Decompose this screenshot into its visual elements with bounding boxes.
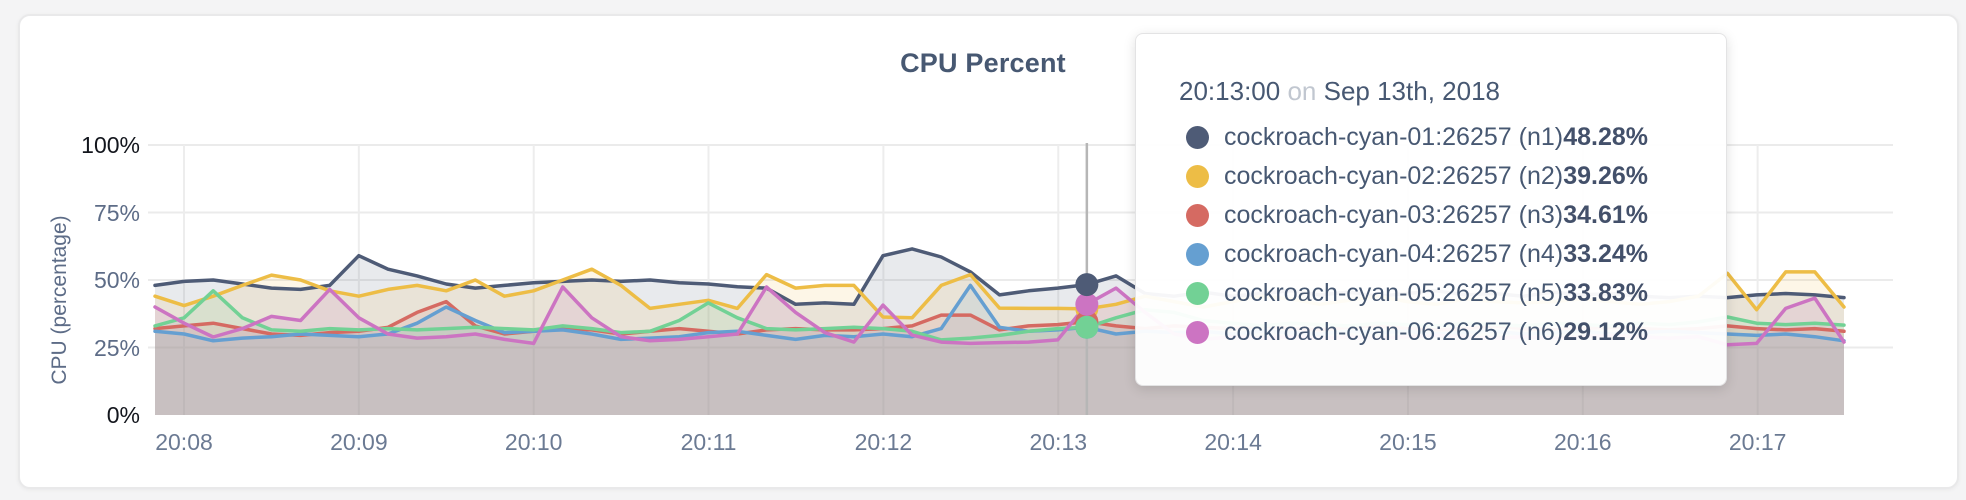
tooltip-series-value: 33.83%: [1563, 279, 1648, 307]
tooltip-series-name: cockroach-cyan-05:26257 (n5): [1224, 279, 1564, 307]
tooltip-series-name: cockroach-cyan-02:26257 (n2): [1224, 162, 1564, 190]
hover-dot-n5: [1075, 315, 1099, 339]
tooltip-series-row: cockroach-cyan-05:26257 (n5) 33.83%: [1179, 274, 1648, 313]
tooltip-series-value: 29.12%: [1563, 318, 1648, 346]
series-color-dot-icon: [1186, 243, 1209, 266]
tooltip-series-value: 39.26%: [1563, 162, 1648, 190]
tooltip-rows: cockroach-cyan-01:26257 (n1) 48.28% cockro…: [1179, 118, 1648, 352]
series-color-dot-icon: [1186, 204, 1209, 227]
tooltip-date: Sep 13th, 2018: [1323, 76, 1500, 106]
tooltip-series-name: cockroach-cyan-06:26257 (n6): [1224, 318, 1564, 346]
tooltip-series-value: 34.61%: [1563, 201, 1648, 229]
y-axis-title: CPU (percentage): [48, 215, 71, 385]
series-color-dot-icon: [1186, 126, 1209, 149]
tooltip-series-name: cockroach-cyan-01:26257 (n1): [1224, 123, 1564, 151]
tooltip-series-row: cockroach-cyan-04:26257 (n4) 33.24%: [1179, 235, 1648, 274]
hover-dot-n1: [1075, 273, 1099, 297]
series-color-dot-icon: [1186, 321, 1209, 344]
series-color-dot-icon: [1186, 282, 1209, 305]
tooltip-series-row: cockroach-cyan-02:26257 (n2) 39.26%: [1179, 157, 1648, 196]
tooltip-series-name: cockroach-cyan-03:26257 (n3): [1224, 201, 1564, 229]
chart-title: CPU Percent: [900, 48, 1066, 78]
tooltip-time: 20:13:00: [1179, 76, 1281, 106]
tooltip-series-name: cockroach-cyan-04:26257 (n4): [1224, 240, 1564, 268]
tooltip-header: 20:13:00 on Sep 13th, 2018: [1179, 76, 1648, 108]
series-color-dot-icon: [1186, 165, 1209, 188]
tooltip-series-row: cockroach-cyan-01:26257 (n1) 48.28%: [1179, 118, 1648, 157]
tooltip-series-row: cockroach-cyan-06:26257 (n6) 29.12%: [1179, 313, 1648, 352]
tooltip-series-row: cockroach-cyan-03:26257 (n3) 34.61%: [1179, 196, 1648, 235]
tooltip-series-value: 48.28%: [1563, 123, 1648, 151]
tooltip-on-word: on: [1287, 76, 1317, 106]
hover-dot-n6: [1075, 292, 1099, 316]
tooltip-series-value: 33.24%: [1563, 240, 1648, 268]
chart-tooltip: 20:13:00 on Sep 13th, 2018 cockroach-cya…: [1135, 33, 1727, 386]
